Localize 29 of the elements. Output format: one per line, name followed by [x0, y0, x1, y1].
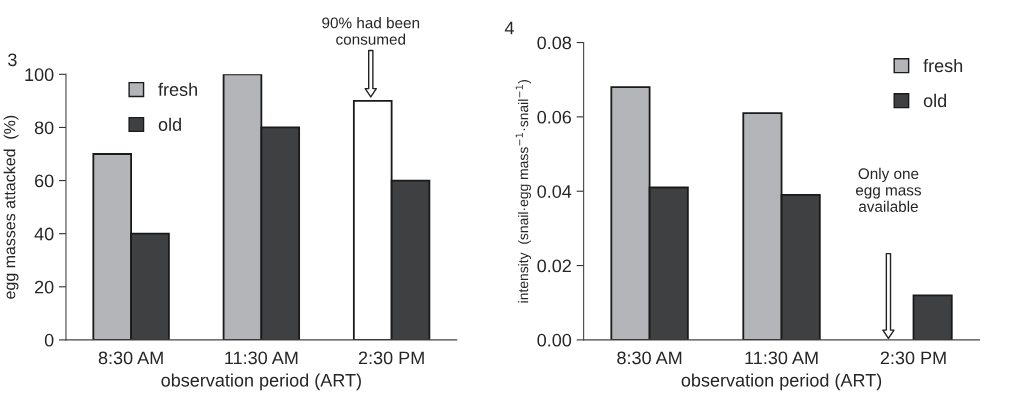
text: 90% had been consumed [322, 17, 420, 45]
y-tick-label: 0.06 [537, 110, 572, 124]
x-axis-title: observation period (ART) [161, 373, 361, 391]
legend-label: fresh [158, 82, 197, 96]
x-tick-label: 2:30 PM [880, 351, 946, 365]
x-tick-label: 8:30 AM [617, 351, 682, 365]
x-tick-label: 11:30 AM [745, 351, 818, 365]
legend-label: old [923, 93, 947, 108]
y-tick-label: 0.08 [537, 36, 572, 50]
x-tick-label: 2:30 PM [358, 351, 424, 365]
y-tick-label: 0.04 [537, 185, 572, 198]
legend-label: old [158, 117, 181, 131]
y-tick-label: 80 [34, 121, 54, 135]
y-tick-label: 60 [35, 174, 54, 188]
y-axis-title: intensity (snail·egg mass$^{−1}$·snail$^{−1}$) [515, 80, 531, 303]
y-tick-label: 100 [25, 68, 54, 82]
y-axis-title: egg masses attacked (%) [3, 115, 19, 299]
y-tick-label: 0 [44, 333, 54, 347]
x-tick-label: 8:30 AM [98, 351, 163, 365]
x-axis-title: observation period (ART) [681, 373, 882, 391]
x-tick-label: 11:30 AM [225, 351, 298, 365]
annotation: Only one egg mass available [855, 167, 921, 212]
legend-label: fresh [923, 58, 963, 73]
y-tick-label: 40 [34, 227, 54, 241]
y-tick-label: 0.02 [537, 259, 571, 273]
chart-title: 3 [8, 53, 17, 67]
y-tick-label: 0.00 [537, 333, 572, 347]
chart-title: 4 [504, 21, 514, 35]
y-tick-label: 20 [35, 280, 54, 294]
